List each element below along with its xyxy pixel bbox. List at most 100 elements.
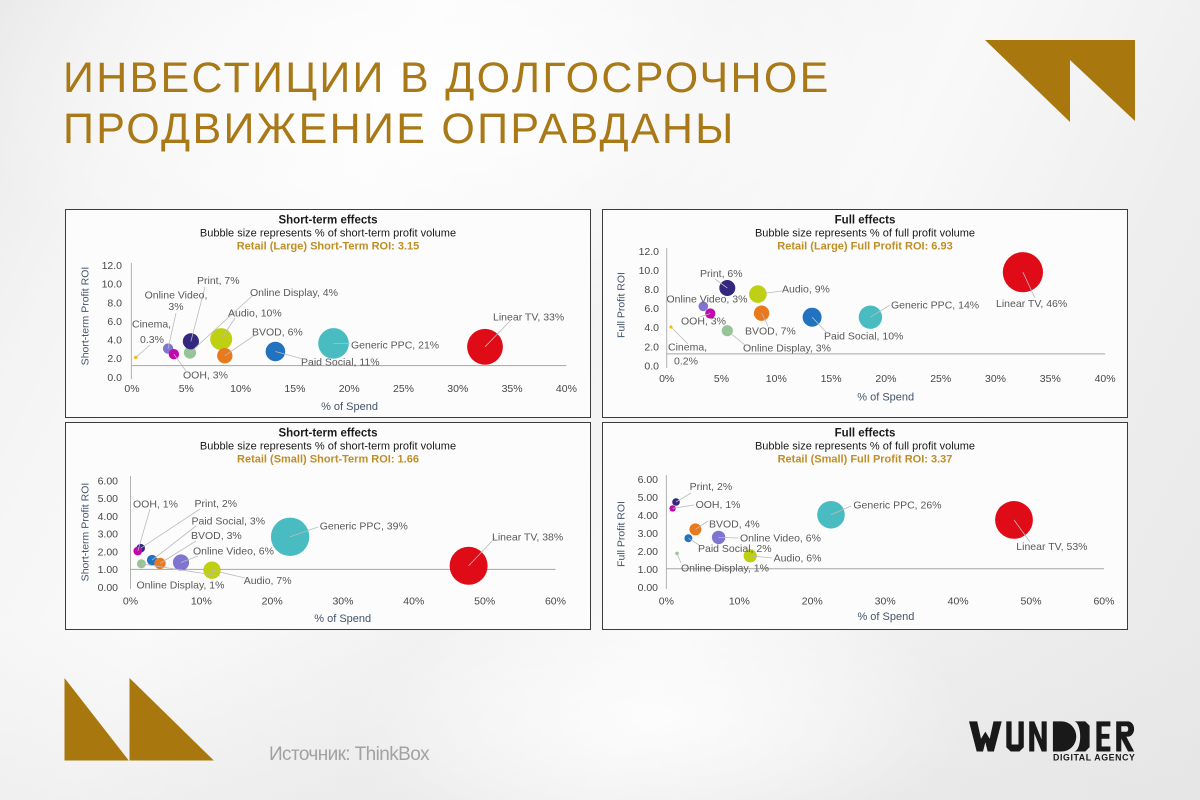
svg-text:Short-term Profit ROI: Short-term Profit ROI — [79, 266, 91, 365]
svg-text:0.0: 0.0 — [107, 371, 122, 383]
svg-text:Bubble size represents % of sh: Bubble size represents % of short-term p… — [199, 227, 455, 239]
svg-text:Online Display, 4%: Online Display, 4% — [250, 287, 338, 299]
svg-text:Online Video,: Online Video, — [144, 289, 207, 301]
svg-text:20%: 20% — [338, 383, 359, 395]
svg-text:60%: 60% — [1093, 595, 1114, 607]
svg-text:30%: 30% — [447, 383, 468, 395]
svg-text:0.0: 0.0 — [644, 360, 659, 372]
svg-text:% of Spend: % of Spend — [314, 613, 371, 625]
svg-text:4.0: 4.0 — [107, 334, 122, 346]
svg-text:30%: 30% — [984, 373, 1005, 385]
svg-text:35%: 35% — [1039, 373, 1060, 385]
svg-text:Paid Social, 11%: Paid Social, 11% — [301, 356, 380, 368]
svg-text:BVOD, 3%: BVOD, 3% — [191, 530, 242, 542]
svg-text:Linear TV, 33%: Linear TV, 33% — [493, 311, 564, 323]
svg-text:6.0: 6.0 — [107, 316, 122, 328]
svg-text:2.00: 2.00 — [97, 546, 118, 558]
svg-text:BVOD, 7%: BVOD, 7% — [745, 325, 796, 337]
svg-text:Online Video, 6%: Online Video, 6% — [740, 532, 821, 544]
svg-text:0.00: 0.00 — [97, 581, 118, 593]
svg-text:Cinema,: Cinema, — [668, 341, 707, 353]
svg-text:25%: 25% — [392, 383, 413, 395]
svg-text:10.0: 10.0 — [638, 264, 659, 276]
svg-text:Short-term effects: Short-term effects — [278, 214, 377, 226]
svg-text:20%: 20% — [875, 373, 896, 385]
svg-text:40%: 40% — [947, 595, 968, 607]
svg-text:5.00: 5.00 — [97, 493, 118, 505]
svg-text:DIGITAL AGENCY: DIGITAL AGENCY — [1053, 753, 1136, 763]
svg-text:Retail (Small) Full Profit ROI: Retail (Small) Full Profit ROI: 3.37 — [777, 453, 952, 465]
svg-text:Online Video, 3%: Online Video, 3% — [666, 293, 747, 305]
svg-text:50%: 50% — [1020, 595, 1041, 607]
svg-text:1.00: 1.00 — [637, 563, 658, 575]
svg-text:Print, 2%: Print, 2% — [689, 481, 732, 493]
svg-text:Audio, 10%: Audio, 10% — [228, 307, 282, 319]
svg-text:Generic PPC, 14%: Generic PPC, 14% — [891, 299, 979, 311]
svg-text:25%: 25% — [930, 373, 951, 385]
svg-text:60%: 60% — [544, 595, 565, 607]
svg-text:OOH, 1%: OOH, 1% — [695, 499, 740, 511]
svg-text:BVOD, 4%: BVOD, 4% — [709, 518, 760, 530]
svg-text:10%: 10% — [728, 595, 749, 607]
svg-text:% of Spend: % of Spend — [321, 401, 378, 413]
svg-text:5%: 5% — [178, 383, 193, 395]
svg-text:Retail (Small) Short-Term ROI:: Retail (Small) Short-Term ROI: 1.66 — [237, 453, 419, 465]
svg-text:Print, 7%: Print, 7% — [197, 275, 240, 287]
svg-text:50%: 50% — [474, 595, 495, 607]
svg-text:8.0: 8.0 — [107, 297, 122, 309]
svg-text:1.00: 1.00 — [97, 564, 118, 576]
svg-text:Full effects: Full effects — [834, 427, 895, 439]
svg-text:Audio, 9%: Audio, 9% — [782, 283, 830, 295]
svg-text:Full Profit ROI: Full Profit ROI — [615, 501, 627, 567]
svg-text:Print, 6%: Print, 6% — [700, 268, 743, 280]
svg-text:OOH, 1%: OOH, 1% — [133, 498, 178, 510]
svg-text:Linear TV, 53%: Linear TV, 53% — [1016, 541, 1087, 553]
svg-text:0%: 0% — [122, 595, 137, 607]
svg-text:Audio, 7%: Audio, 7% — [243, 575, 291, 587]
svg-text:6.00: 6.00 — [637, 473, 658, 485]
svg-text:40%: 40% — [403, 595, 424, 607]
svg-text:Online Display, 3%: Online Display, 3% — [743, 342, 831, 354]
svg-text:35%: 35% — [501, 383, 522, 395]
svg-text:Retail (Large) Short-Term ROI:: Retail (Large) Short-Term ROI: 3.15 — [236, 240, 419, 252]
svg-text:20%: 20% — [801, 595, 822, 607]
svg-text:Paid Social, 10%: Paid Social, 10% — [824, 330, 903, 342]
svg-text:4.00: 4.00 — [97, 510, 118, 522]
svg-text:10.0: 10.0 — [101, 278, 122, 290]
svg-text:0.3%: 0.3% — [140, 334, 164, 346]
svg-text:Retail (Large) Full Profit ROI: Retail (Large) Full Profit ROI: 6.93 — [777, 240, 952, 252]
svg-text:Generic PPC, 26%: Generic PPC, 26% — [853, 499, 941, 511]
svg-text:12.0: 12.0 — [638, 245, 659, 257]
svg-text:Full effects: Full effects — [834, 214, 895, 226]
svg-text:Online Display, 1%: Online Display, 1% — [681, 562, 769, 574]
svg-text:BVOD, 6%: BVOD, 6% — [252, 326, 303, 338]
svg-text:20%: 20% — [261, 595, 282, 607]
svg-text:Cinema,: Cinema, — [132, 318, 171, 330]
svg-text:0.2%: 0.2% — [674, 355, 698, 367]
svg-text:4.00: 4.00 — [637, 509, 658, 521]
svg-text:Paid Social, 2%: Paid Social, 2% — [698, 543, 772, 555]
svg-text:0%: 0% — [124, 383, 139, 395]
svg-text:15%: 15% — [820, 373, 841, 385]
svg-text:OOH, 3%: OOH, 3% — [681, 315, 726, 327]
svg-text:OOH, 3%: OOH, 3% — [183, 369, 228, 381]
svg-text:Audio, 6%: Audio, 6% — [773, 552, 821, 564]
svg-text:% of Spend: % of Spend — [857, 391, 914, 403]
svg-text:Online Display, 1%: Online Display, 1% — [136, 579, 224, 591]
svg-text:5%: 5% — [713, 373, 728, 385]
svg-text:Linear TV, 46%: Linear TV, 46% — [996, 298, 1067, 310]
svg-text:40%: 40% — [555, 383, 576, 395]
svg-text:Full Profit ROI: Full Profit ROI — [615, 272, 627, 338]
svg-text:Generic PPC, 39%: Generic PPC, 39% — [319, 520, 407, 532]
svg-text:3.00: 3.00 — [637, 527, 658, 539]
svg-text:30%: 30% — [874, 595, 895, 607]
svg-text:% of Spend: % of Spend — [857, 611, 914, 623]
svg-text:Print, 2%: Print, 2% — [194, 498, 237, 510]
svg-text:2.0: 2.0 — [644, 341, 659, 353]
svg-text:3.00: 3.00 — [97, 528, 118, 540]
svg-text:4.0: 4.0 — [644, 322, 659, 334]
svg-text:12.0: 12.0 — [101, 260, 122, 272]
svg-text:0%: 0% — [658, 595, 673, 607]
svg-text:5.00: 5.00 — [637, 491, 658, 503]
svg-text:40%: 40% — [1094, 373, 1115, 385]
